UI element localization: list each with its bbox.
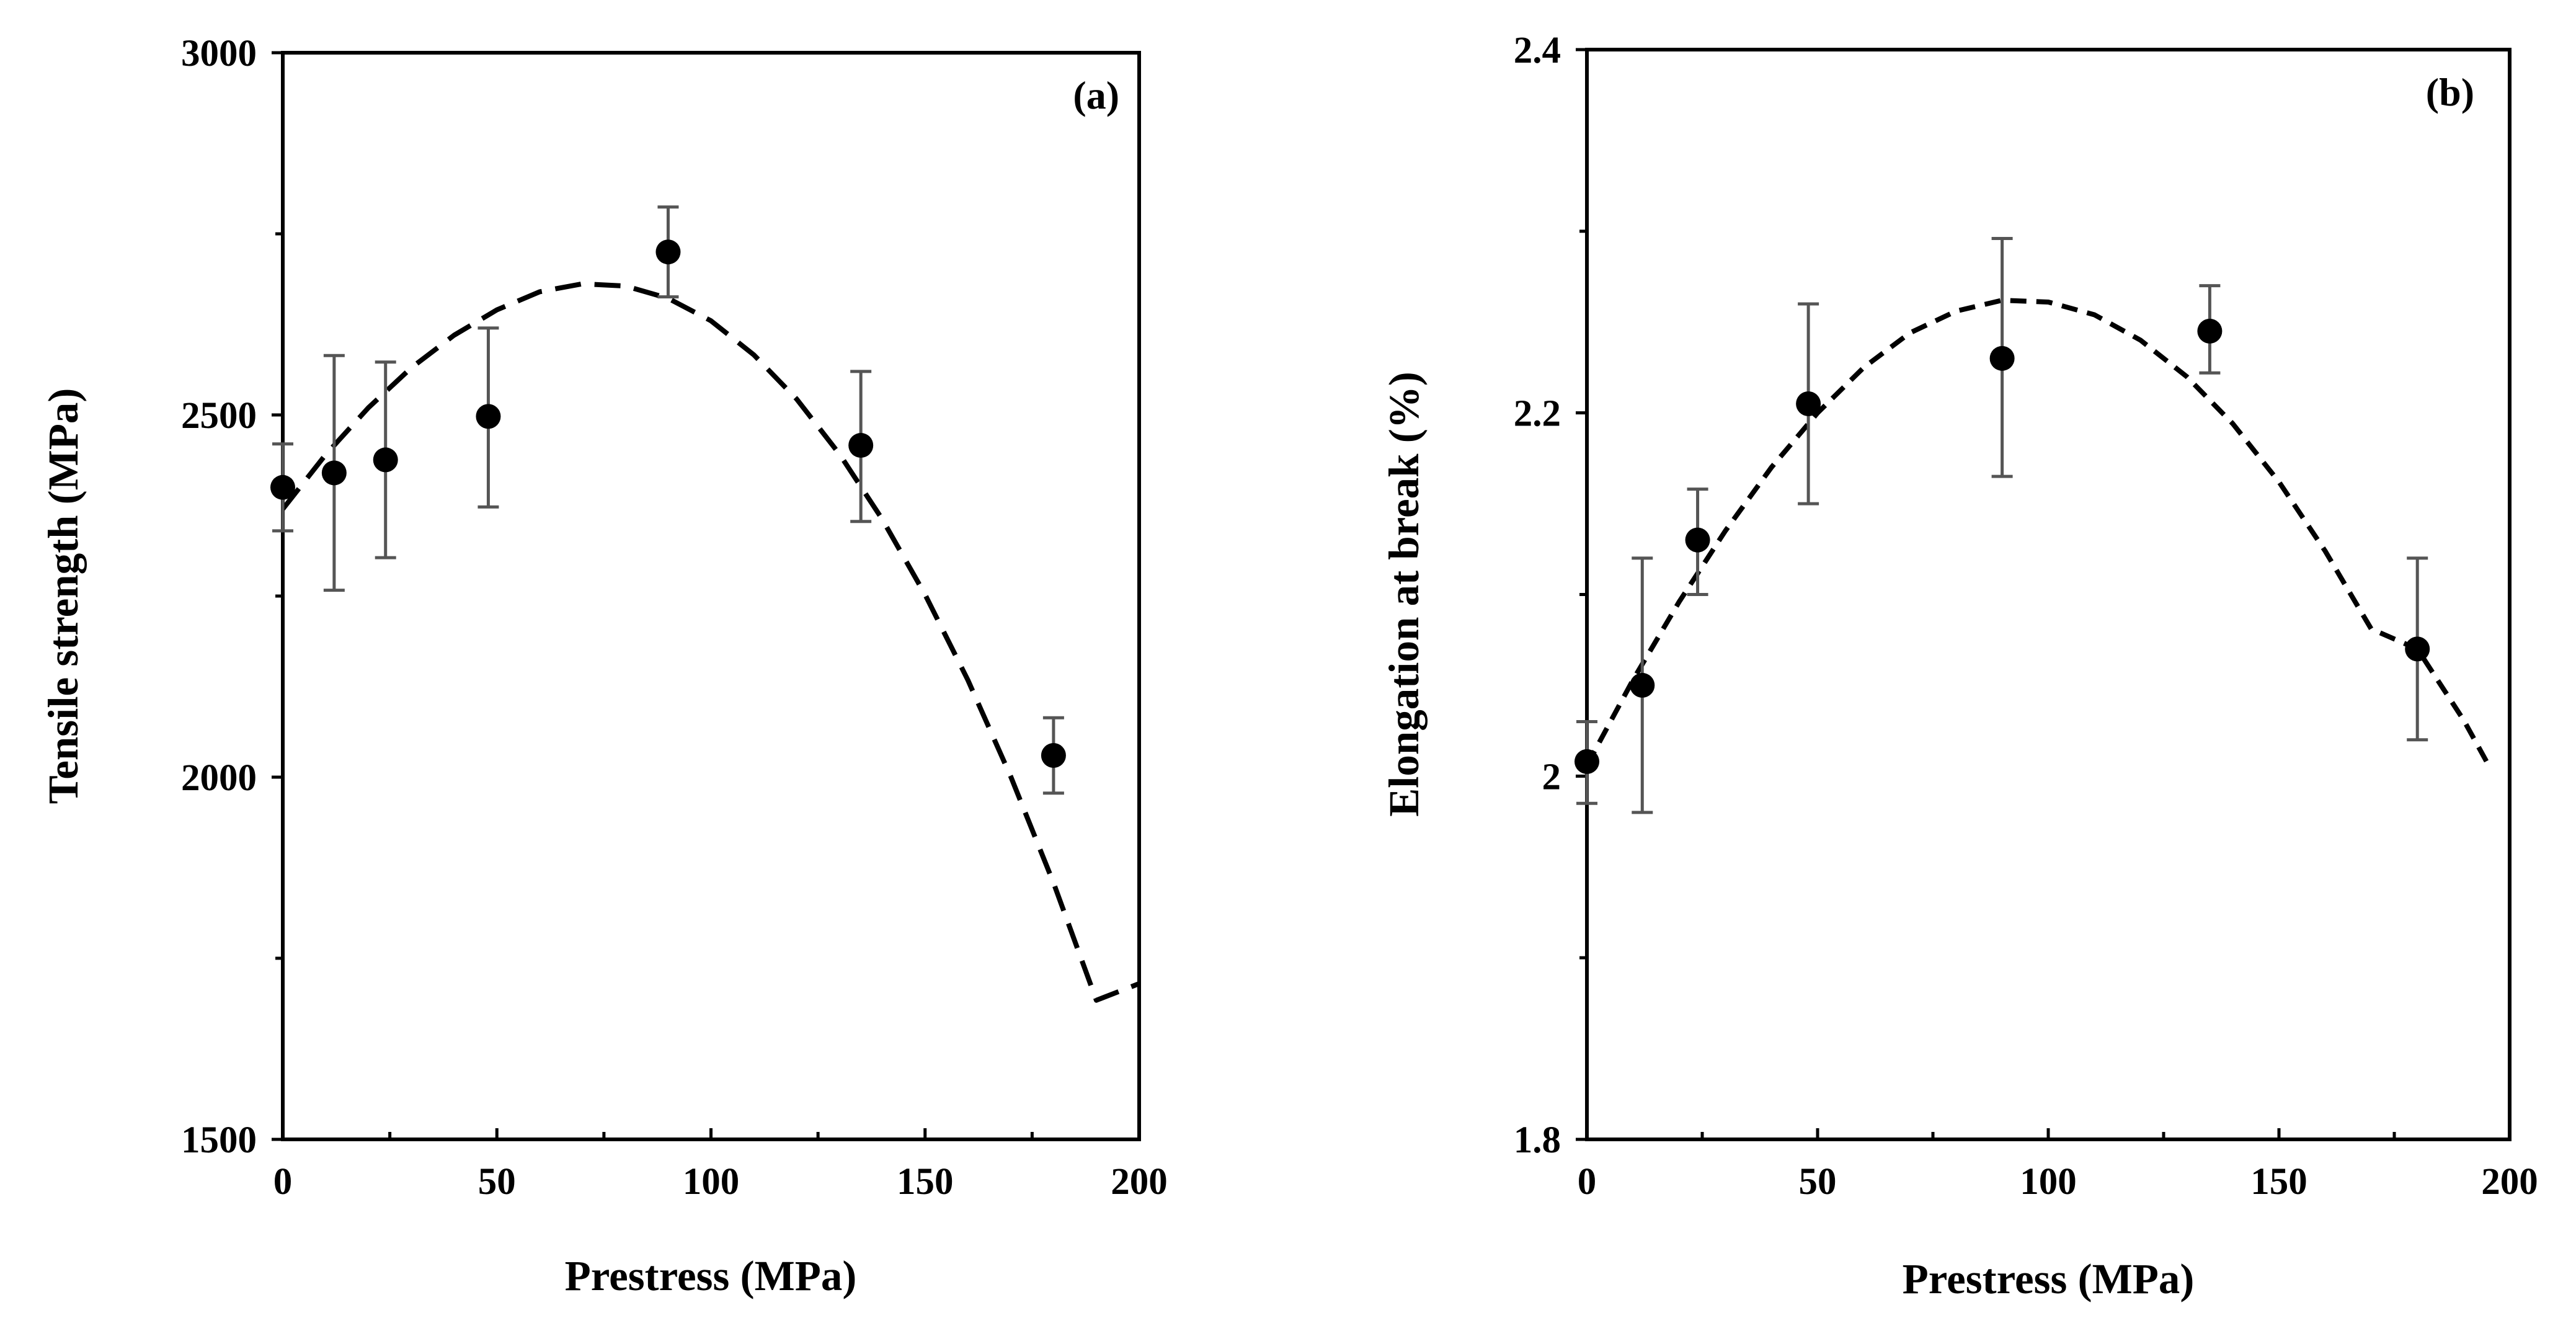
data-point-a <box>270 474 295 500</box>
x-tick-label-a: 200 <box>1111 1161 1168 1203</box>
data-point-a <box>848 433 874 458</box>
error-bars-a <box>272 205 1064 795</box>
data-point-b <box>1574 749 1599 774</box>
fit-curve-a <box>280 281 1140 1003</box>
x-axis-title-a: Prestress (MPa) <box>565 1252 857 1299</box>
x-tick-label-a: 100 <box>683 1161 740 1203</box>
error-bars-b <box>1576 237 2428 814</box>
y-tick-label-a: 1500 <box>181 1120 257 1161</box>
data-point-b <box>1989 345 2015 371</box>
y-axis-title-b: Elongation at break (%) <box>1380 372 1428 817</box>
data-point-b <box>2197 318 2223 344</box>
data-point-b <box>1630 672 1655 698</box>
data-point-a <box>476 404 501 429</box>
data-point-a <box>373 447 398 473</box>
x-tick-label-b: 50 <box>1799 1161 1837 1203</box>
y-axis-title-a: Tensile strength (MPa) <box>40 388 87 804</box>
chart-panel-a: 1500 2000 2500 3000 0 50 100 150 200 (a) Prestre… <box>40 33 1168 1299</box>
x-axis-title-b: Prestress (MPa) <box>1903 1255 2195 1302</box>
x-tick-label-b: 150 <box>2250 1161 2307 1203</box>
data-point-b <box>1796 391 1821 417</box>
fit-line-a <box>280 281 1140 1003</box>
plot-frame-b <box>1585 48 2512 1141</box>
plot-frame-a <box>281 51 1141 1141</box>
ticks-b: 1.8 2 2.2 2.4 0 50 100 150 200 <box>1514 30 2538 1203</box>
data-point-b <box>1685 527 1710 553</box>
data-point-a <box>1041 742 1066 768</box>
y-tick-label-b: 2.2 <box>1514 393 1561 435</box>
y-tick-label-b: 2.4 <box>1514 30 1561 71</box>
panel-label-a: (a) <box>1073 73 1119 117</box>
data-points-b <box>1574 318 2430 774</box>
chart-panel-b: 1.8 2 2.2 2.4 0 50 100 150 200 (b) Prestress (MP… <box>1380 30 2538 1302</box>
y-tick-label-a: 2500 <box>181 395 257 437</box>
ticks-a: 1500 2000 2500 3000 0 50 100 150 200 <box>181 33 1168 1203</box>
x-tick-label-b: 100 <box>2020 1161 2077 1203</box>
data-point-a <box>321 460 347 486</box>
y-tick-label-a: 2000 <box>181 757 257 799</box>
x-tick-label-b: 0 <box>1578 1161 1597 1203</box>
data-point-a <box>655 239 681 265</box>
fit-curve-b <box>1584 298 2489 767</box>
data-point-b <box>2405 636 2430 662</box>
y-tick-label-a: 3000 <box>181 33 257 74</box>
data-points-a <box>270 239 1066 768</box>
y-tick-label-b: 2 <box>1542 756 1561 798</box>
fit-line-b <box>1584 298 2489 767</box>
panel-label-b: (b) <box>2426 70 2474 114</box>
x-tick-label-a: 0 <box>273 1161 293 1203</box>
y-tick-label-b: 1.8 <box>1514 1120 1561 1161</box>
x-tick-label-a: 50 <box>478 1161 516 1203</box>
x-tick-label-b: 200 <box>2481 1161 2538 1203</box>
x-tick-label-a: 150 <box>897 1161 954 1203</box>
